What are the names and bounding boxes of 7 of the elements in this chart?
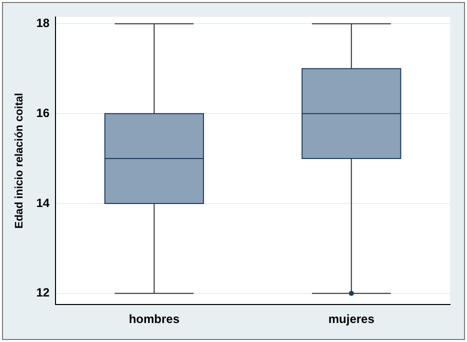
y-axis-title: Edad inicio relación coital — [14, 92, 26, 229]
y-tick-label: 12 — [36, 286, 50, 300]
y-tick-label: 16 — [36, 106, 50, 120]
y-tick-label: 14 — [36, 196, 50, 210]
x-tick-label: mujeres — [328, 312, 375, 326]
x-tick-label: hombres — [128, 312, 180, 326]
y-tick-label: 18 — [36, 16, 50, 30]
